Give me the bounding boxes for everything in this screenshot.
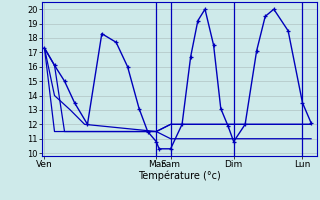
X-axis label: Température (°c): Température (°c) bbox=[138, 171, 220, 181]
